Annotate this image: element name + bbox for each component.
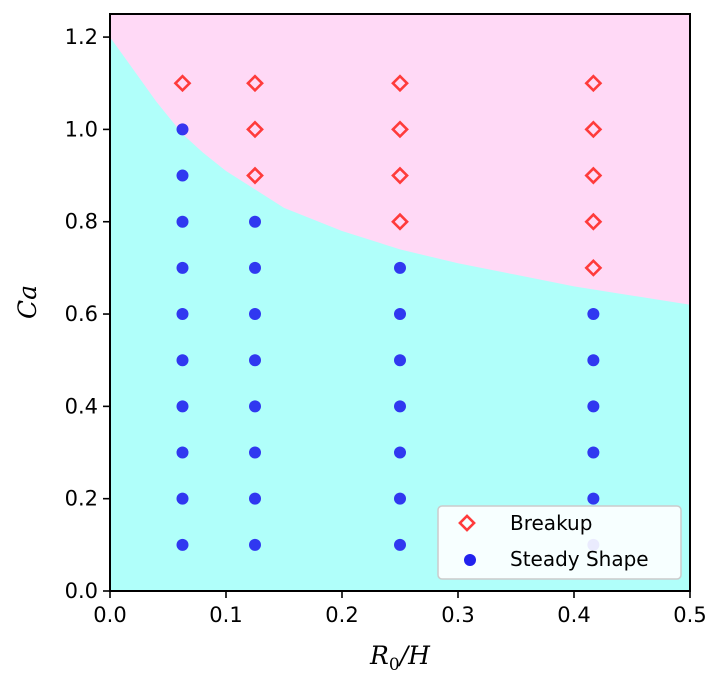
x-tick-label: 0.1 <box>209 603 242 627</box>
breakup-point <box>173 74 192 93</box>
breakup-point <box>246 166 264 185</box>
steady-shape-point <box>587 308 600 321</box>
x-tick-label: 0.3 <box>441 603 474 627</box>
steady-shape-point <box>176 215 189 228</box>
breakup-point <box>391 212 409 231</box>
steady-shape-point <box>249 446 261 459</box>
plot-frame <box>109 13 691 592</box>
steady-shape-point <box>176 261 189 274</box>
steady-shape-point <box>176 123 189 136</box>
breakup-point <box>391 166 409 185</box>
breakup-point <box>584 74 603 93</box>
data-points <box>173 74 603 551</box>
steady-shape-point <box>394 400 406 413</box>
steady-shape-point <box>394 538 406 551</box>
steady-shape-point <box>587 400 600 413</box>
legend-breakup-label: Breakup <box>510 511 592 535</box>
x-axis-label: R0/H <box>369 641 431 675</box>
legend: Breakup Steady Shape <box>437 505 682 580</box>
breakup-point <box>246 120 264 139</box>
y-tick-label: 0.8 <box>65 210 98 234</box>
steady-shape-point <box>394 354 406 367</box>
steady-shape-point <box>176 308 189 321</box>
legend-breakup-marker <box>458 514 476 532</box>
y-tick-label: 1.2 <box>65 25 98 49</box>
breakup-point <box>584 120 603 139</box>
x-tick-label: 0.4 <box>557 603 590 627</box>
y-tick-label: 0.6 <box>65 302 98 326</box>
steady-shape-point <box>176 169 189 182</box>
steady-shape-point <box>249 492 261 505</box>
steady-shape-point <box>587 492 600 505</box>
steady-shape-point <box>176 446 189 459</box>
steady-shape-point <box>249 538 261 551</box>
steady-shape-point <box>249 400 261 413</box>
steady-shape-point <box>176 538 189 551</box>
legend-steady-marker <box>464 554 476 566</box>
y-tick-label: 0.4 <box>65 394 98 418</box>
steady-shape-point <box>394 492 406 505</box>
x-tick-label: 0.5 <box>673 603 706 627</box>
steady-shape-point <box>176 400 189 413</box>
steady-shape-point <box>394 446 406 459</box>
breakup-point <box>584 166 603 185</box>
steady-shape-point <box>394 261 406 274</box>
y-axis-ticks: 0.0 0.2 0.4 0.6 0.8 1.0 1.2 <box>65 25 110 603</box>
steady-shape-point <box>587 446 600 459</box>
y-axis-label: Ca <box>13 285 42 319</box>
steady-shape-point <box>587 354 600 367</box>
legend-steady-label: Steady Shape <box>510 547 649 571</box>
steady-shape-point <box>176 492 189 505</box>
steady-shape-point <box>394 308 406 321</box>
x-axis-ticks: 0.0 0.1 0.2 0.3 0.4 0.5 <box>93 591 707 627</box>
steady-shape-point <box>249 354 261 367</box>
steady-shape-point <box>176 354 189 367</box>
breakup-point <box>391 120 409 139</box>
steady-shape-point <box>249 215 261 228</box>
breakup-point <box>391 74 409 93</box>
x-tick-label: 0.2 <box>325 603 358 627</box>
steady-shape-point <box>249 261 261 274</box>
legend-box <box>437 505 682 580</box>
x-tick-label: 0.0 <box>93 603 126 627</box>
breakup-point <box>246 74 264 93</box>
breakup-point <box>584 258 603 277</box>
breakup-point <box>584 212 603 231</box>
y-tick-label: 1.0 <box>65 117 98 141</box>
steady-shape-point <box>249 308 261 321</box>
y-tick-label: 0.0 <box>65 579 98 603</box>
y-tick-label: 0.2 <box>65 487 98 511</box>
